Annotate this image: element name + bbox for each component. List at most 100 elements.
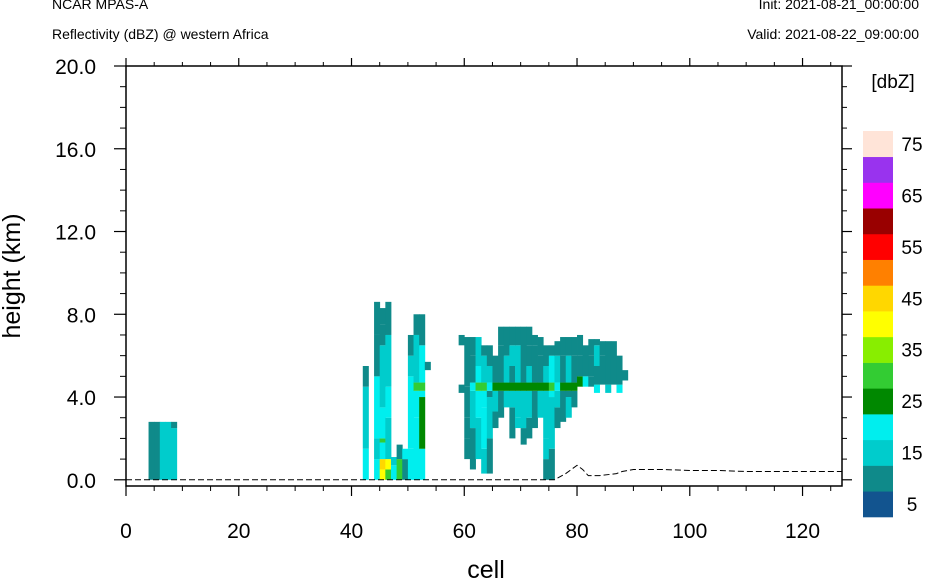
reflectivity-cell [379,345,386,408]
y-axis: 0.0 4.0 8.0 12.0 16.0 20.0 [55,56,852,493]
reflectivity-cell [396,459,403,480]
reflectivity-cell [407,334,414,356]
reflectivity-cell [407,355,414,377]
reflectivity-cell [537,355,544,383]
colorbar-tick-label: 25 [901,392,922,413]
x-tick-label: 20 [227,520,250,543]
reflectivity-cell [515,417,522,429]
reflectivity-cell [374,334,381,377]
reflectivity-cell [554,407,561,429]
reflectivity-cell [492,355,499,383]
reflectivity-cell [605,341,612,366]
reflectivity-cell [554,355,561,383]
reflectivity-cell [616,366,623,385]
x-tick-label: 80 [565,520,588,543]
reflectivity-cell [509,390,516,408]
reflectivity-cell [498,345,505,383]
reflectivity-cell [481,355,488,383]
reflectivity-cell [548,397,555,449]
reflectivity-cell [475,382,482,391]
colorbar-swatch [863,259,893,286]
reflectivity-cell [543,345,550,366]
reflectivity-cell [593,384,600,393]
reflectivity-cell [582,345,589,377]
reflectivity-cell [543,366,550,383]
reflectivity-cell [582,376,589,387]
colorbar-swatch [863,465,893,492]
x-tick-label: 0 [120,520,132,543]
reflectivity-cell [610,341,617,366]
reflectivity-cell [486,390,493,398]
reflectivity-cell [413,334,420,383]
reflectivity-cell [390,457,398,466]
colorbar-unit-label: [dbZ] [871,72,914,93]
reflectivity-cell [577,376,584,387]
reflectivity-cell [515,382,522,391]
colorbar-swatch [863,208,893,235]
reflectivity-cell [385,301,392,335]
reflectivity-cell [419,382,426,391]
reflectivity-cell [560,382,567,391]
reflectivity-cell [560,337,567,356]
reflectivity-cell [520,390,527,429]
reflectivity-cell [605,384,612,393]
reflectivity-cell [560,390,567,422]
reflectivity-cell [520,366,527,383]
terrain-line [126,464,842,481]
reflectivity-cell [159,421,166,480]
reflectivity-cell [503,355,510,383]
reflectivity-cell [385,386,392,418]
reflectivity-cell [402,448,409,460]
reflectivity-cell [509,407,516,439]
reflectivity-cell [548,382,555,391]
reflectivity-cell [548,448,555,480]
reflectivity-cell [419,345,426,383]
reflectivity-cell [531,390,538,429]
reflectivity-cell [498,326,505,346]
reflectivity-cell [469,337,476,356]
colorbar-swatch [863,285,893,312]
reflectivity-cell [379,459,386,470]
y-tick-label: 16.0 [55,139,96,162]
reflectivity-cell [509,366,516,383]
reflectivity-cell [419,314,426,346]
reflectivity-cell [509,326,516,346]
reflectivity-cell [154,421,161,480]
reflectivity-cell [543,382,550,391]
reflectivity-cell [362,366,369,387]
reflectivity-cell [554,390,561,408]
reflectivity-cell [577,334,584,356]
reflectivity-cell [458,384,465,393]
reflectivity-cell [385,459,392,470]
reflectivity-cell [464,438,471,460]
reflectivity-cell [379,469,386,480]
y-tick-label: 0.0 [67,470,96,493]
reflectivity-cell [379,442,386,460]
colorbar-tick-label: 65 [901,186,922,207]
reflectivity-cell [616,355,623,366]
reflectivity-cell [515,345,522,383]
colorbar-tick-label: 35 [901,341,922,362]
y-tick-label: 12.0 [55,222,96,245]
reflectivity-cell [526,382,533,391]
reflectivity-cell [379,308,386,325]
reflectivity-cell [407,448,414,480]
reflectivity-cell [475,390,482,418]
reflectivity-cell [385,334,392,387]
reflectivity-cell [565,390,572,398]
reflectivity-cell [537,382,544,391]
reflectivity-cell [571,337,578,356]
reflectivity-cell [565,382,572,391]
reflectivity-cell [486,345,493,366]
reflectivity-cell [481,407,488,449]
reflectivity-cell [486,397,493,439]
plot-frame [125,65,843,487]
reflectivity-cell [520,326,527,366]
reflectivity-cell [526,390,533,418]
reflectivity-cell [515,326,522,346]
reflectivity-cell [469,428,476,470]
x-tick-label: 100 [672,520,707,543]
reflectivity-cell [548,355,555,383]
reflectivity-cell [486,382,493,391]
